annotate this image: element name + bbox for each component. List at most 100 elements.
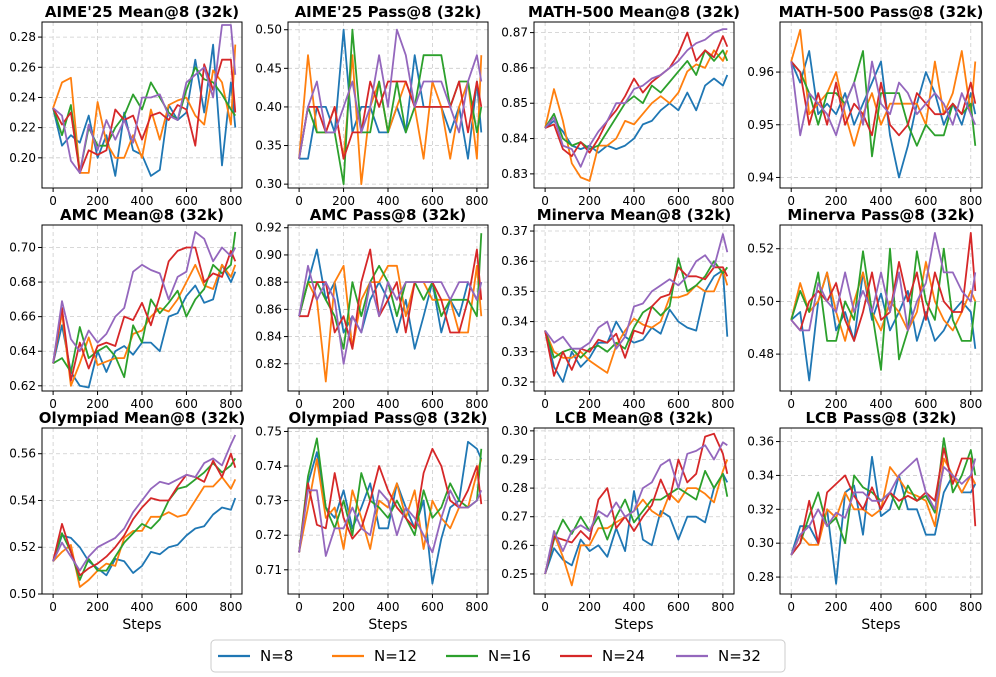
series-line-n-24 — [298, 80, 483, 160]
x-tick-label: 600 — [421, 600, 444, 614]
y-tick-label: 0.90 — [255, 248, 282, 262]
x-tick-label: 600 — [914, 194, 937, 208]
legend-box — [210, 639, 786, 673]
y-tick-label: 0.29 — [501, 452, 528, 466]
series-line-n-16 — [544, 49, 729, 151]
series-line-n-24 — [52, 58, 237, 174]
y-tick-label: 0.28 — [9, 30, 36, 44]
y-tick-label: 0.68 — [9, 275, 36, 289]
x-tick-label: 200 — [332, 600, 355, 614]
y-tick-label: 0.50 — [747, 294, 774, 308]
series-line-n-32 — [544, 441, 728, 575]
y-tick-label: 0.35 — [255, 139, 282, 153]
x-tick-label: 800 — [959, 397, 982, 411]
series-line-n-32 — [298, 28, 483, 159]
y-tick-label: 0.33 — [501, 345, 528, 359]
series-line-n-32 — [52, 230, 237, 364]
series-line-n-16 — [790, 247, 977, 371]
series-line-n-12 — [790, 28, 977, 147]
y-tick-label: 0.45 — [255, 61, 282, 75]
y-tick-label: 0.24 — [9, 90, 36, 104]
chart-title: AIME'25 Pass@8 (32k) — [295, 3, 482, 21]
y-tick-label: 0.27 — [501, 510, 528, 524]
chart-title: Olympiad Pass@8 (32k) — [288, 409, 487, 427]
chart-panel-lcb-mean-8-32k: 0 200 400 600 800 0.25 0.26 0.27 0.28 0.29 0.30 LCB… — [501, 409, 735, 633]
x-tick-label: 0 — [295, 600, 303, 614]
legend-item-n-16: N=16 — [446, 647, 531, 665]
y-tick-label: 0.64 — [9, 344, 36, 358]
x-tick-label: 200 — [825, 397, 848, 411]
y-tick-label: 0.74 — [255, 459, 282, 473]
legend-label: N=32 — [718, 647, 761, 665]
chart-panel-amc-mean-8-32k: 0 200 400 600 800 0.62 0.64 0.66 0.68 0.70 AMC Mea… — [9, 206, 243, 411]
x-tick-label: 800 — [219, 194, 242, 208]
x-tick-label: 600 — [667, 194, 690, 208]
series-line-n-32 — [790, 60, 977, 137]
series-line-n-12 — [544, 49, 729, 182]
x-tick-label: 400 — [377, 397, 400, 411]
chart-title: LCB Pass@8 (32k) — [805, 409, 956, 427]
x-tick-label: 400 — [377, 600, 400, 614]
chart-title: AMC Mean@8 (32k) — [60, 206, 224, 224]
series-line-n-32 — [790, 231, 977, 332]
y-tick-label: 0.62 — [9, 379, 36, 393]
y-tick-label: 0.20 — [9, 151, 36, 165]
y-tick-label: 0.30 — [747, 536, 774, 550]
chart-title: Olympiad Mean@8 (32k) — [39, 409, 245, 427]
y-tick-label: 0.70 — [9, 240, 36, 254]
x-axis-label: Steps — [368, 617, 407, 633]
x-tick-label: 600 — [914, 600, 937, 614]
series-line-n-32 — [790, 457, 977, 556]
y-tick-label: 0.92 — [255, 221, 282, 235]
x-tick-label: 600 — [667, 600, 690, 614]
chart-panel-math-500-mean-8-32k: 0 200 400 600 800 0.83 0.84 0.85 0.86 0.87MATH-50… — [501, 3, 740, 208]
y-tick-label: 0.37 — [501, 224, 528, 238]
y-tick-label: 0.34 — [747, 468, 774, 482]
chart-title: AMC Pass@8 (32k) — [310, 206, 467, 224]
y-tick-label: 0.30 — [501, 424, 528, 438]
legend-item-n-8: N=8 — [218, 647, 293, 665]
x-tick-label: 800 — [959, 194, 982, 208]
y-tick-label: 0.86 — [501, 61, 528, 75]
x-tick-label: 600 — [175, 600, 198, 614]
y-tick-label: 0.73 — [255, 494, 282, 508]
x-axis-label: Steps — [122, 617, 161, 633]
y-tick-label: 0.86 — [255, 302, 282, 316]
series-line-n-16 — [298, 437, 483, 553]
y-tick-label: 0.52 — [9, 540, 36, 554]
y-tick-label: 0.32 — [501, 375, 528, 389]
x-tick-label: 0 — [295, 397, 303, 411]
series-line-n-32 — [298, 264, 483, 365]
chart-title: Minerva Mean@8 (32k) — [537, 206, 732, 224]
y-tick-label: 0.32 — [747, 502, 774, 516]
x-tick-label: 0 — [49, 194, 57, 208]
series-line-n-24 — [544, 266, 729, 377]
y-tick-label: 0.71 — [255, 563, 282, 577]
series-line-n-12 — [298, 458, 483, 553]
x-tick-label: 0 — [787, 600, 795, 614]
chart-title: LCB Mean@8 (32k) — [555, 409, 713, 427]
y-tick-label: 0.36 — [747, 435, 774, 449]
x-tick-label: 400 — [870, 194, 893, 208]
x-tick-label: 400 — [131, 397, 154, 411]
y-tick-label: 0.96 — [747, 65, 774, 79]
x-tick-label: 0 — [541, 194, 549, 208]
y-tick-label: 0.26 — [9, 60, 36, 74]
legend-item-n-32: N=32 — [676, 647, 761, 665]
series-line-n-8 — [52, 43, 237, 177]
y-tick-label: 0.26 — [501, 538, 528, 552]
y-tick-label: 0.52 — [747, 242, 774, 256]
x-tick-label: 200 — [825, 600, 848, 614]
y-tick-label: 0.95 — [747, 118, 774, 132]
chart-title: MATH-500 Pass@8 (32k) — [779, 3, 984, 21]
x-tick-label: 800 — [465, 600, 488, 614]
y-tick-label: 0.72 — [255, 528, 282, 542]
x-axis-label: Steps — [614, 617, 653, 633]
y-tick-label: 0.35 — [501, 284, 528, 298]
x-tick-label: 600 — [667, 397, 690, 411]
y-tick-label: 0.28 — [747, 570, 774, 584]
chart-panel-aime-25-pass-8-32k: 0 200 400 600 800 0.30 0.35 0.40 0.45 0.50 AIME'25… — [255, 3, 489, 208]
y-tick-label: 0.75 — [255, 424, 282, 438]
x-tick-label: 800 — [711, 194, 734, 208]
chart-panel-olympiad-mean-8-32k: 0 200 400 600 800 0.50 0.52 0.54 0.56 Olympiad Me… — [9, 409, 245, 633]
